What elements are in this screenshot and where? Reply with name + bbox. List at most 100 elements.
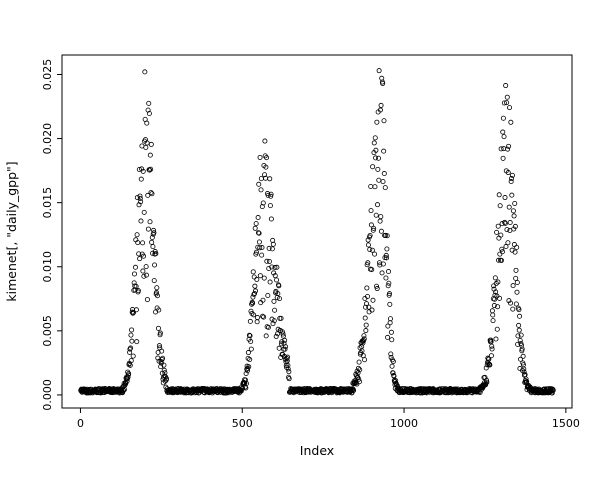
data-point bbox=[500, 115, 506, 121]
data-point bbox=[274, 277, 280, 283]
data-point bbox=[508, 119, 514, 125]
data-point bbox=[149, 191, 155, 197]
data-point bbox=[148, 166, 154, 172]
data-point bbox=[510, 208, 516, 214]
data-point bbox=[505, 170, 511, 176]
data-point bbox=[248, 338, 254, 344]
data-point bbox=[286, 369, 292, 375]
data-point bbox=[128, 358, 134, 364]
data-point bbox=[517, 313, 523, 319]
data-point bbox=[155, 355, 161, 361]
data-point bbox=[489, 346, 495, 352]
data-point bbox=[385, 283, 391, 289]
data-point bbox=[258, 187, 264, 193]
data-point bbox=[141, 253, 147, 259]
data-point bbox=[134, 339, 140, 345]
data-point bbox=[264, 155, 270, 161]
data-point bbox=[274, 264, 280, 270]
data-point bbox=[504, 94, 510, 100]
data-point bbox=[148, 190, 154, 196]
data-point bbox=[511, 226, 517, 232]
data-point bbox=[129, 338, 135, 344]
data-point bbox=[144, 297, 150, 303]
data-point bbox=[146, 110, 152, 116]
data-point bbox=[267, 279, 273, 285]
data-point bbox=[150, 244, 156, 250]
data-point bbox=[502, 219, 508, 225]
data-point bbox=[142, 69, 148, 75]
data-point bbox=[487, 362, 493, 368]
data-point bbox=[243, 380, 249, 386]
data-point bbox=[266, 258, 272, 264]
data-point bbox=[505, 146, 511, 152]
data-point bbox=[516, 307, 522, 313]
data-point bbox=[363, 322, 369, 328]
data-point bbox=[126, 371, 132, 377]
data-point bbox=[372, 184, 378, 190]
data-point bbox=[253, 249, 259, 255]
data-point bbox=[502, 220, 508, 226]
data-point bbox=[500, 155, 506, 161]
y-axis-tick-label: 0.025 bbox=[41, 59, 54, 91]
y-axis-tick-label: 0.010 bbox=[41, 251, 54, 283]
data-point bbox=[504, 227, 510, 233]
data-point bbox=[253, 288, 259, 294]
data-point bbox=[367, 232, 373, 238]
data-point bbox=[279, 329, 285, 335]
data-point bbox=[128, 345, 134, 351]
data-point bbox=[507, 220, 513, 226]
data-point bbox=[278, 315, 284, 321]
data-point bbox=[271, 298, 277, 304]
data-point bbox=[519, 367, 525, 373]
x-axis-tick-label: 1500 bbox=[552, 417, 580, 430]
data-point bbox=[138, 176, 144, 182]
data-point bbox=[373, 155, 379, 161]
data-point bbox=[273, 333, 279, 339]
data-point bbox=[143, 272, 149, 278]
data-point bbox=[151, 227, 157, 233]
data-point bbox=[259, 252, 265, 258]
data-point bbox=[376, 177, 382, 183]
data-point bbox=[271, 318, 277, 324]
data-point bbox=[483, 365, 489, 371]
data-point bbox=[257, 273, 263, 279]
data-point bbox=[253, 221, 259, 227]
data-point bbox=[161, 362, 167, 368]
data-point bbox=[137, 193, 143, 199]
data-point bbox=[377, 107, 383, 113]
data-point bbox=[375, 155, 381, 161]
data-point bbox=[499, 249, 505, 255]
data-point bbox=[265, 292, 271, 298]
data-point bbox=[508, 179, 514, 185]
data-point bbox=[246, 332, 252, 338]
data-point bbox=[270, 237, 276, 243]
data-point bbox=[384, 233, 390, 239]
data-point bbox=[272, 273, 278, 279]
data-point bbox=[367, 246, 373, 252]
data-point bbox=[497, 251, 503, 257]
data-point bbox=[284, 358, 290, 364]
data-point bbox=[372, 135, 378, 141]
data-point bbox=[285, 366, 291, 372]
data-point bbox=[265, 324, 271, 330]
data-point bbox=[511, 242, 517, 248]
data-point bbox=[499, 221, 505, 227]
data-point bbox=[383, 275, 389, 281]
data-point bbox=[260, 313, 266, 319]
data-point bbox=[389, 337, 395, 343]
data-point bbox=[282, 346, 288, 352]
data-point bbox=[245, 350, 251, 356]
data-point bbox=[365, 260, 371, 266]
data-point bbox=[254, 276, 260, 282]
data-point bbox=[143, 264, 149, 270]
data-point bbox=[359, 348, 365, 354]
data-point bbox=[508, 176, 514, 182]
data-point bbox=[377, 262, 383, 268]
data-point bbox=[362, 357, 368, 363]
data-point bbox=[377, 218, 383, 224]
data-point bbox=[164, 376, 170, 382]
data-point bbox=[369, 247, 375, 253]
data-point bbox=[509, 192, 515, 198]
data-point bbox=[276, 283, 282, 289]
data-point bbox=[368, 222, 374, 228]
